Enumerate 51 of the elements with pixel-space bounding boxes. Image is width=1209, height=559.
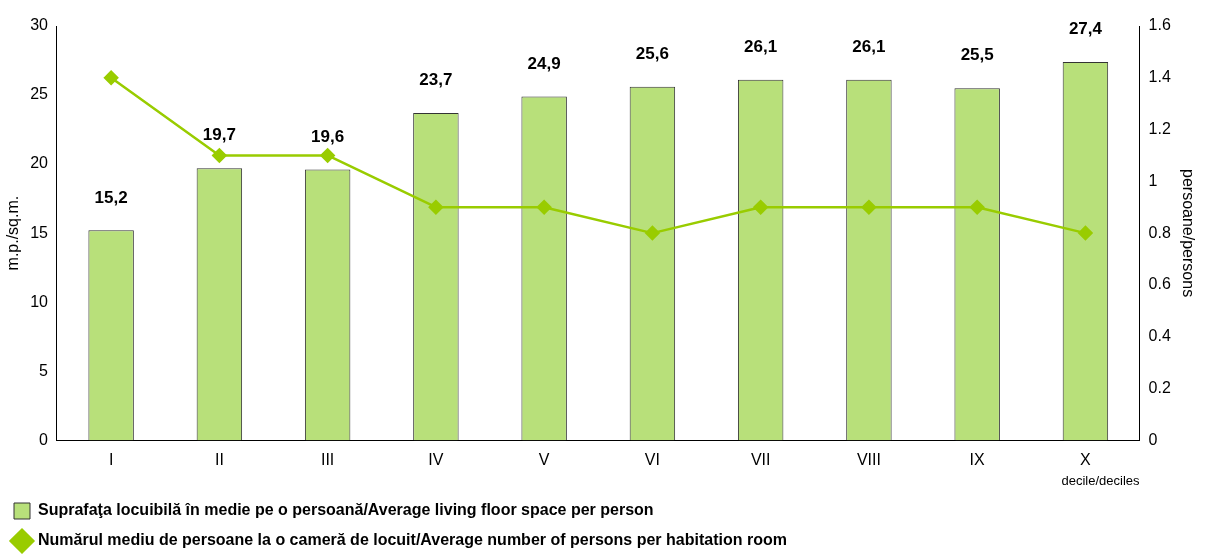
x-tick-label: VI <box>644 451 660 469</box>
y-tick-label: 15 <box>30 223 49 241</box>
x-axis-title: decile/deciles <box>1061 472 1141 488</box>
x-tick-label: I <box>108 451 114 469</box>
data-label: 15,2 <box>94 187 128 207</box>
x-tick-label: II <box>214 451 224 469</box>
point <box>536 199 552 215</box>
x-tick-label: VIII <box>856 451 881 469</box>
x-tick-label: VII <box>750 451 771 469</box>
point <box>861 199 877 215</box>
x-tick-label: IX <box>969 451 986 469</box>
point <box>753 199 768 215</box>
y2-tick-label: 0.6 <box>1148 275 1171 293</box>
data-label: 23,7 <box>419 70 453 90</box>
point <box>969 199 985 215</box>
data-label: 19,6 <box>311 126 345 146</box>
y-tick-label: 5 <box>39 361 49 379</box>
y2-tick-label: 1.4 <box>1148 68 1171 86</box>
point <box>1078 225 1093 241</box>
x-tick-label: IV <box>428 451 444 469</box>
data-label: 24,9 <box>527 53 561 73</box>
x-tick-label: X <box>1080 451 1092 469</box>
y2-tick-label: 0 <box>1148 430 1158 448</box>
y2-tick-label: 0.4 <box>1148 327 1171 345</box>
point <box>645 225 660 241</box>
data-label: 26,1 <box>852 37 886 57</box>
y-tick-label: 25 <box>30 85 49 103</box>
point <box>212 148 227 163</box>
y-tick-label: 0 <box>39 430 49 448</box>
y2-tick-label: 1 <box>1148 171 1158 189</box>
data-label: 27,4 <box>1068 19 1103 39</box>
y-axis-title: m.p./sq.m. <box>4 195 22 271</box>
data-label: 25,5 <box>960 45 994 65</box>
data-label: 26,1 <box>744 37 778 57</box>
y-tick-label: 10 <box>30 292 49 310</box>
data-label: 25,6 <box>635 43 669 63</box>
point <box>320 148 335 163</box>
legend-label: Suprafaţa locuibilă în medie pe o persoană/Average living floor space per person <box>38 501 654 519</box>
x-tick-label: V <box>538 451 550 469</box>
data-label: 19,7 <box>202 125 236 145</box>
y2-tick-label: 1.2 <box>1148 119 1171 137</box>
x-tick-label: III <box>320 451 335 469</box>
y-tick-label: 20 <box>30 154 49 172</box>
y2-axis-title: persoane/persons <box>1179 169 1197 298</box>
y2-tick-label: 0.8 <box>1148 223 1171 241</box>
y-tick-label: 30 <box>30 16 49 34</box>
y2-tick-label: 1.6 <box>1148 16 1171 34</box>
legend-label: Numărul mediu de persoane la o cameră de locuit/Average number of persons per habitation room <box>38 531 787 549</box>
point <box>103 70 119 86</box>
point <box>428 199 444 215</box>
y2-tick-label: 0.2 <box>1148 378 1171 396</box>
